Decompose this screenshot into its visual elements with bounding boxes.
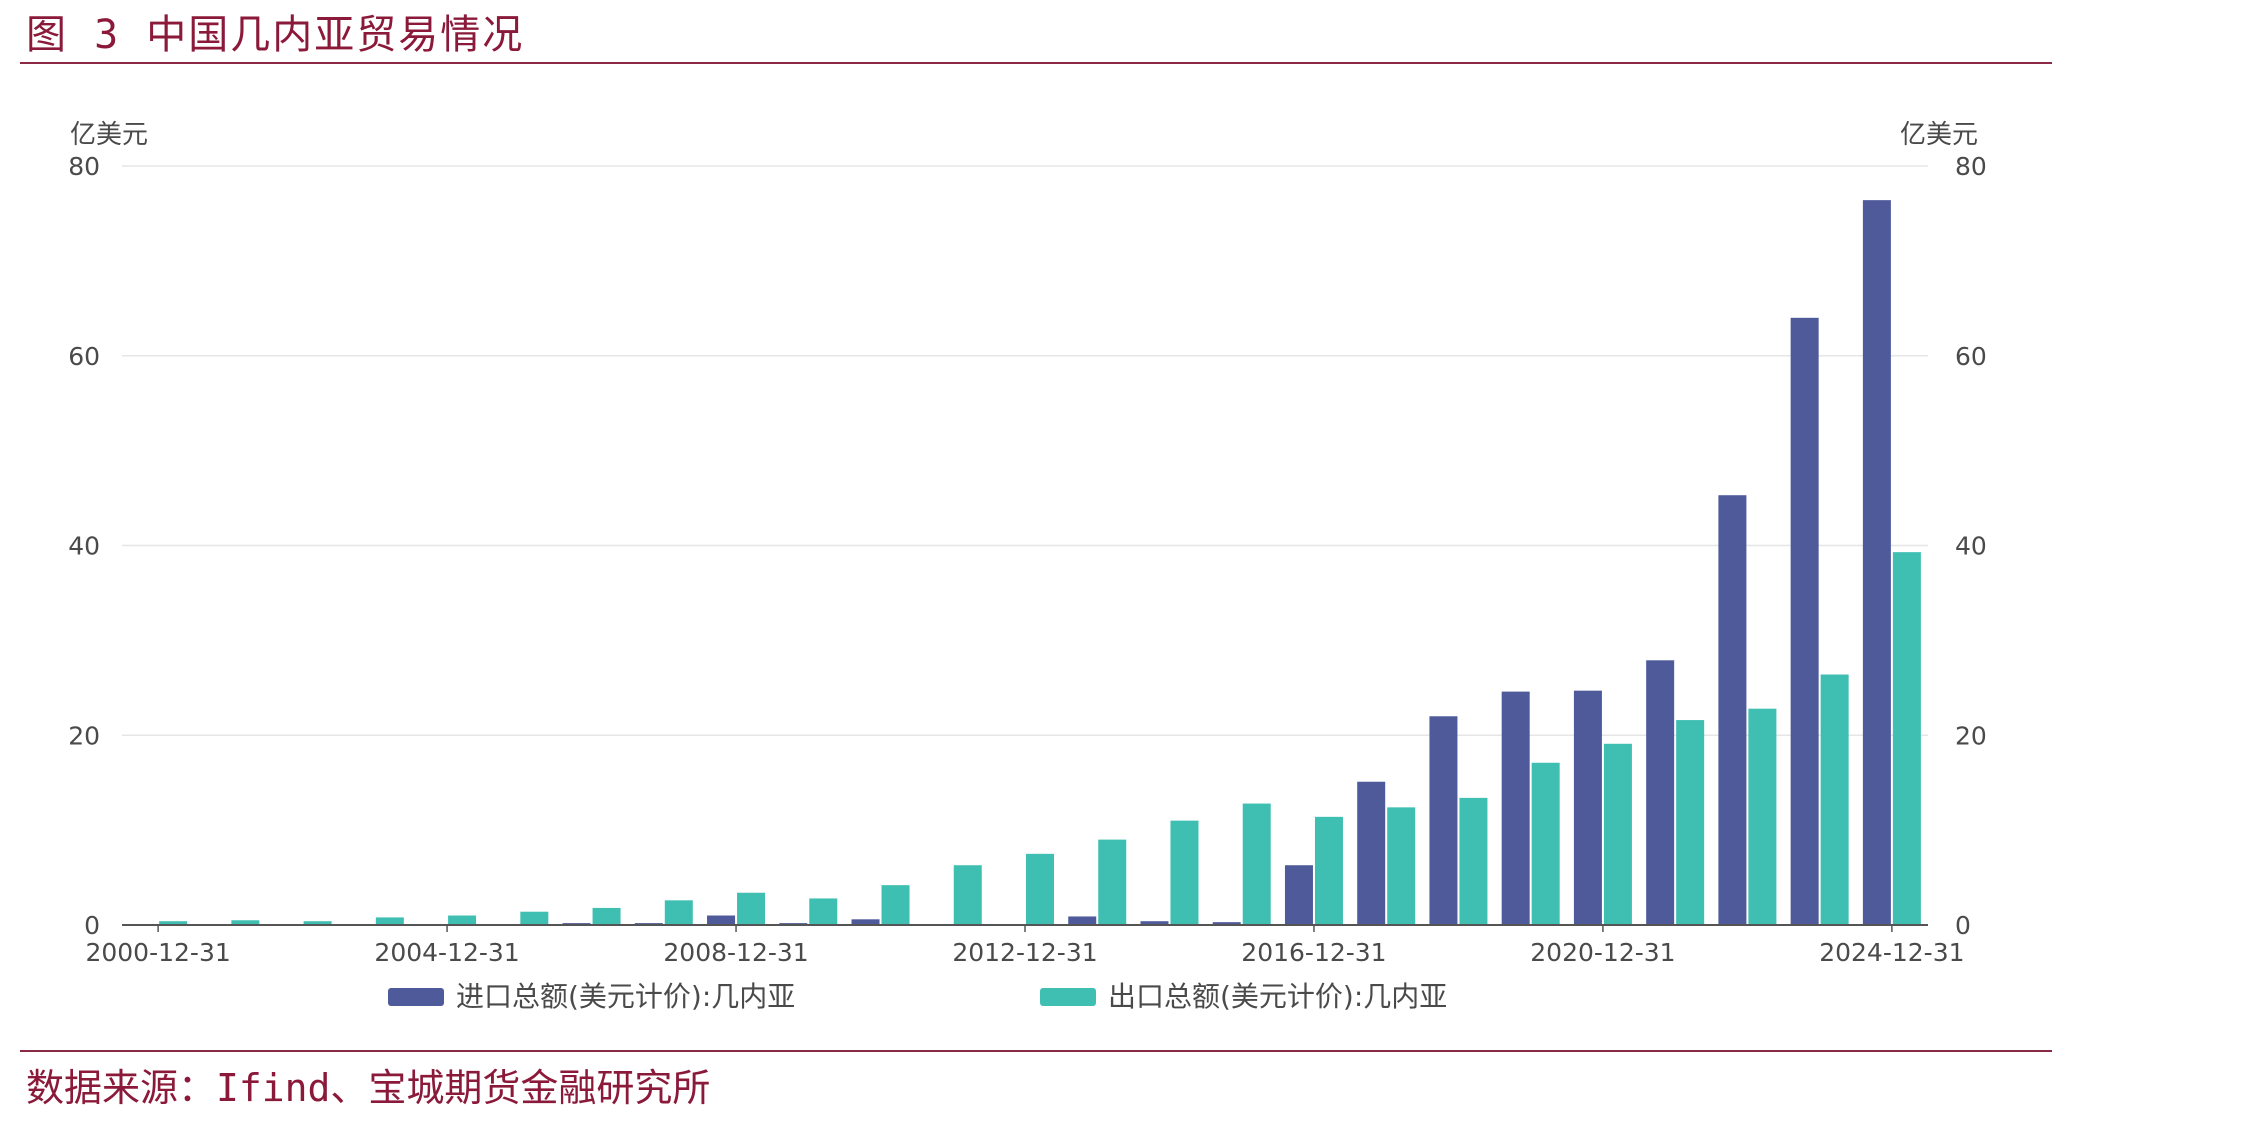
export-bar [1603,743,1632,925]
export-bar [303,921,332,925]
y-tick-label-right: 80 [1955,152,1987,181]
import-bar [1140,921,1169,925]
import-bar [1212,922,1241,925]
y-tick-label-right: 20 [1955,721,1987,750]
source-rule [20,1050,2052,1052]
y-tick-label-left: 40 [68,532,100,561]
export-bar [1026,853,1054,925]
import-bar [1501,691,1530,925]
left-axis-unit: 亿美元 [70,120,148,150]
export-bar [809,898,838,925]
figure-title: 图 3 中国几内亚贸易情况 [26,12,525,58]
y-tick-label-left: 0 [84,911,100,940]
legend-swatch [388,988,444,1006]
x-tick-label: 2008-12-31 [663,938,808,967]
x-tick-label: 2000-12-31 [85,938,230,967]
export-bar [881,885,910,925]
export-bar [1098,839,1127,925]
right-axis-unit: 亿美元 [1900,120,1978,150]
x-tick-label: 2020-12-31 [1530,938,1675,967]
x-tick-label: 2024-12-31 [1819,938,1964,967]
x-tick-label: 2004-12-31 [374,938,519,967]
import-bar [1573,690,1602,925]
y-tick-label-left: 80 [68,152,100,181]
import-bar [1284,865,1313,925]
export-bar [592,907,621,925]
import-bar [1646,660,1675,925]
export-bar [1387,807,1416,925]
y-tick-label-left: 20 [68,721,100,750]
import-bar [1718,495,1747,925]
y-tick-label-right: 0 [1955,911,1971,940]
export-bar [1748,708,1777,925]
data-source: 数据来源：Ifind、宝城期货金融研究所 [26,1066,711,1110]
y-tick-label-left: 60 [68,342,100,371]
export-bar [1314,816,1343,925]
import-bar [1068,916,1097,925]
x-tick-label: 2012-12-31 [952,938,1097,967]
legend-label: 进口总额(美元计价):几内亚 [456,980,795,1013]
export-bar [1242,803,1271,925]
export-bar [1820,674,1849,925]
import-bar [1790,317,1819,925]
export-bar [1531,762,1560,925]
import-bar [707,915,736,925]
legend-swatch [1040,988,1096,1006]
import-bar [1862,200,1891,925]
export-bar [1170,820,1199,925]
legend-label: 出口总额(美元计价):几内亚 [1108,980,1447,1013]
bars [129,200,1921,925]
export-bar [953,865,982,925]
legend: 进口总额(美元计价):几内亚 出口总额(美元计价):几内亚 [388,980,1447,1013]
gridlines [122,165,1928,736]
export-bar [737,892,766,925]
x-tick-label: 2016-12-31 [1241,938,1386,967]
y-tick-label-right: 60 [1955,342,1987,371]
export-bar [1459,797,1488,925]
export-bar [1676,720,1705,925]
import-bar [1429,716,1458,925]
import-bar [1357,781,1386,925]
export-bar [159,921,188,925]
export-bar [664,900,693,925]
export-bar [375,917,404,925]
y-tick-label-right: 40 [1955,532,1987,561]
export-bar [1892,552,1921,925]
export-bar [231,920,260,925]
export-bar [448,915,477,925]
import-bar [851,919,880,925]
export-bar [520,911,549,925]
axes: 0 0 20 20 40 40 60 60 80 80 2000-12-31 2004-12-31 20… [68,152,1987,967]
title-rule [20,62,2052,64]
